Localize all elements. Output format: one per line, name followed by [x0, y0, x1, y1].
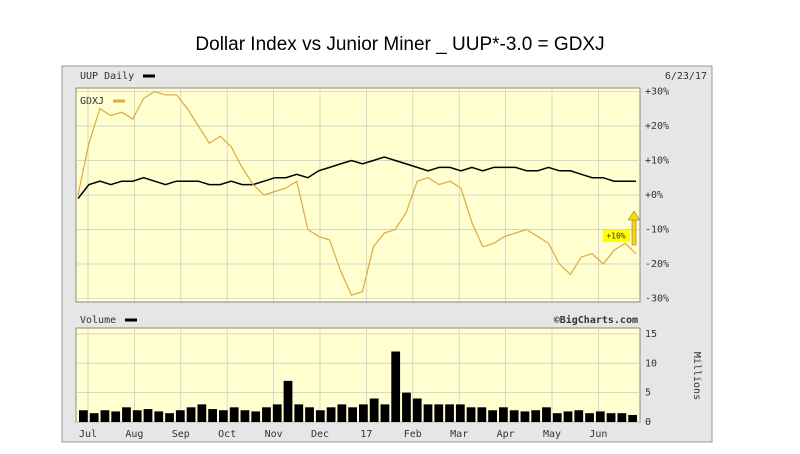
y-tick-label: 15: [645, 329, 657, 340]
volume-bar: [315, 410, 325, 422]
volume-bar: [337, 404, 347, 422]
volume-bar: [132, 410, 142, 422]
line-series: [77, 90, 637, 296]
volume-bar: [531, 410, 541, 422]
y-tick-label: +0%: [645, 190, 663, 201]
volume-bar: [499, 407, 508, 422]
volume-bar: [585, 413, 594, 422]
chart-title: Dollar Index vs Junior Miner _ UUP*-3.0 …: [195, 34, 604, 55]
volume-bar: [251, 411, 261, 422]
legend-gdxj: GDXJ: [80, 96, 104, 107]
x-tick-label: Feb: [404, 429, 422, 440]
x-tick-label: Jun: [589, 429, 607, 440]
volume-bar: [89, 413, 99, 422]
volume-bar: [100, 410, 110, 422]
volume-bar: [520, 411, 530, 422]
volume-bar: [628, 414, 637, 422]
volume-bar: [552, 413, 562, 422]
volume-bar: [208, 409, 217, 422]
y-tick-label: +10%: [645, 155, 669, 166]
y-tick-label: -10%: [645, 225, 669, 236]
x-tick-label: Dec: [311, 429, 329, 440]
volume-bar: [359, 404, 368, 422]
volume-plot: [75, 327, 641, 423]
volume-bar: [165, 413, 174, 422]
annotation-box: [603, 230, 630, 242]
x-tick-label: 17: [360, 429, 372, 440]
volume-bar: [466, 407, 476, 422]
y-tick-label: 0: [645, 417, 651, 428]
volume-bar: [606, 413, 616, 422]
y-tick-label: -20%: [645, 259, 669, 270]
y-tick-label: 10: [645, 358, 657, 369]
x-tick-label: Sep: [172, 429, 190, 440]
volume-bar: [348, 407, 357, 422]
y-tick-label: 5: [645, 388, 651, 399]
line-series: [77, 156, 636, 199]
y-tick-label: +20%: [645, 121, 669, 132]
y-tick-label: +30%: [645, 86, 669, 97]
x-tick-label: Aug: [125, 429, 143, 440]
volume-bar: [219, 410, 228, 422]
volume-bar: [542, 407, 551, 422]
volume-bar: [79, 410, 88, 422]
volume-bar: [143, 409, 153, 422]
volume-bar: [111, 411, 121, 422]
volume-bar: [262, 407, 271, 422]
x-tick-label: Nov: [265, 429, 283, 440]
annotation-arrow-head: [627, 210, 641, 221]
volume-bar: [509, 410, 519, 422]
y-tick-label: -30%: [645, 294, 669, 305]
y-axis-label: Millions: [691, 352, 702, 400]
x-tick-label: May: [543, 429, 561, 440]
x-tick-label: Jul: [79, 429, 97, 440]
watermark: ©BigCharts.com: [554, 314, 638, 326]
volume-bar: [445, 404, 454, 422]
volume-bar: [229, 407, 239, 422]
volume-bar: [186, 407, 196, 422]
volume-bar: [595, 411, 605, 422]
volume-bar: [175, 410, 185, 422]
volume-bar: [122, 407, 131, 422]
volume-bar: [283, 380, 293, 422]
volume-bar: [294, 404, 304, 422]
volume-bar: [423, 404, 433, 422]
volume-bar: [369, 398, 379, 422]
volume-bar: [326, 407, 336, 422]
volume-bar: [563, 411, 573, 422]
volume-bar: [477, 407, 487, 422]
volume-bar: [240, 410, 250, 422]
volume-bar: [197, 404, 207, 422]
volume-bar: [412, 398, 422, 422]
legend-uup: UUP Daily: [80, 71, 134, 82]
volume-bar: [574, 410, 584, 422]
x-tick-label: Apr: [497, 429, 515, 440]
volume-bar: [305, 407, 314, 422]
volume-bar: [434, 404, 444, 422]
volume-bar: [617, 413, 627, 422]
volume-bar: [455, 404, 465, 422]
volume-bar: [402, 392, 411, 422]
volume-bar: [272, 404, 282, 422]
volume-title: Volume: [80, 315, 116, 326]
marks: [77, 90, 637, 422]
volume-bar: [391, 351, 401, 422]
x-tick-label: Oct: [218, 429, 236, 440]
volume-bar: [154, 411, 164, 422]
volume-bar: [380, 404, 390, 422]
grid: [76, 88, 640, 423]
annotation-arrow: [631, 218, 637, 246]
annotation: +10%: [606, 232, 625, 241]
x-tick-label: Mar: [450, 429, 468, 440]
volume-bar: [488, 410, 497, 422]
date-label: 6/23/17: [665, 71, 707, 82]
